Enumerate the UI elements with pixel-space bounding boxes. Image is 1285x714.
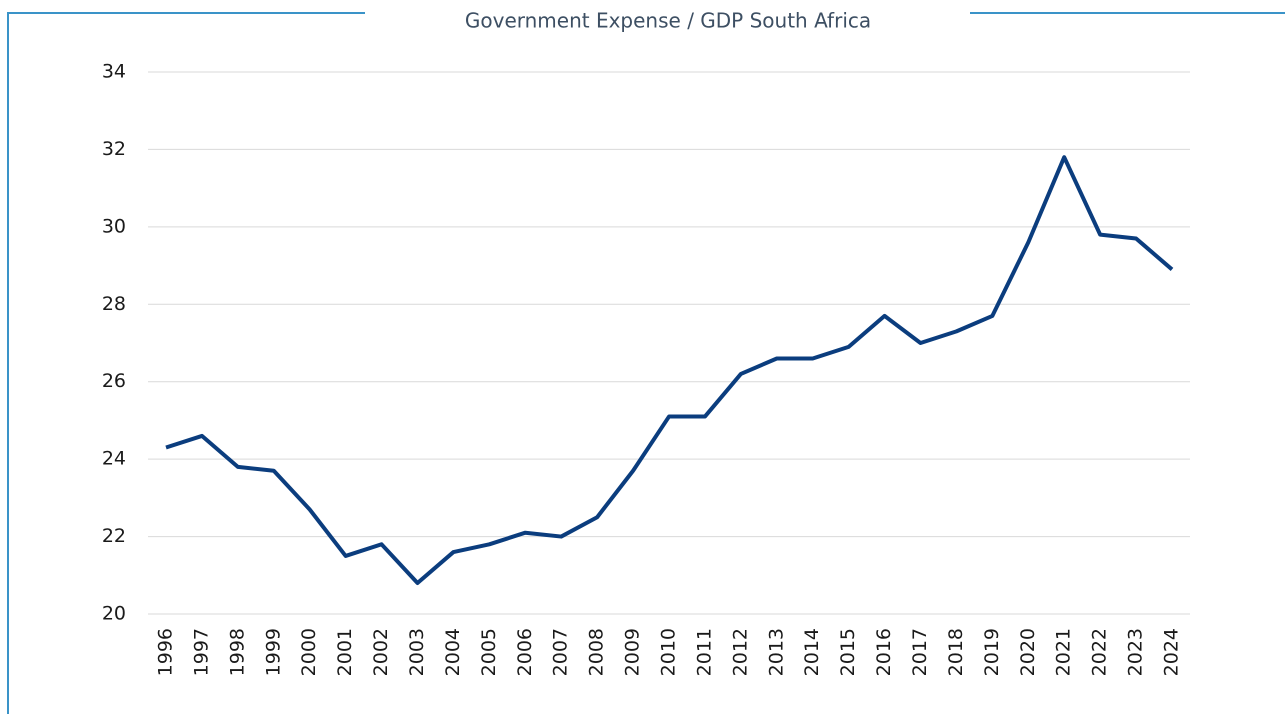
x-tick-label: 1999 <box>262 628 284 676</box>
x-tick-label: 2004 <box>442 628 464 676</box>
x-tick-label: 2021 <box>1053 628 1075 676</box>
x-tick-label: 2016 <box>873 628 895 676</box>
data-line <box>165 155 1174 586</box>
x-tick-label: 2017 <box>909 628 931 676</box>
x-tick-label: 2014 <box>801 628 823 676</box>
x-tick-label: 2011 <box>693 628 715 676</box>
y-tick-label: 32 <box>102 138 126 160</box>
x-tick-label: 2005 <box>478 628 500 676</box>
x-tick-label: 2013 <box>765 628 787 676</box>
y-tick-label: 28 <box>102 293 126 315</box>
x-tick-label: 2009 <box>622 628 644 676</box>
x-tick-label: 2002 <box>370 628 392 676</box>
y-tick-label: 26 <box>102 370 126 392</box>
y-tick-label: 34 <box>102 61 126 83</box>
x-tick-label: 2024 <box>1161 628 1183 676</box>
x-tick-label: 2010 <box>658 628 680 676</box>
x-tick-label: 2020 <box>1017 628 1039 676</box>
frame <box>7 12 365 714</box>
y-tick-label: 30 <box>102 215 126 237</box>
chart-title: Government Expense / GDP South Africa <box>465 9 871 33</box>
x-tick-label: 2012 <box>729 628 751 676</box>
x-tick-label: 2003 <box>406 628 428 676</box>
y-tick-label: 20 <box>102 603 126 625</box>
y-tick-label: 24 <box>102 448 126 470</box>
x-tick-label: 2023 <box>1125 628 1147 676</box>
x-tick-label: 2022 <box>1089 628 1111 676</box>
x-tick-label: 1997 <box>190 628 212 676</box>
x-tick-label: 2006 <box>514 628 536 676</box>
x-tick-label: 2019 <box>981 628 1003 676</box>
x-tick-label: 1996 <box>155 628 177 676</box>
x-tick-label: 1998 <box>226 628 248 676</box>
x-tick-label: 2008 <box>586 628 608 676</box>
x-tick-label: 2001 <box>334 628 356 676</box>
x-tick-label: 2018 <box>945 628 967 676</box>
x-tick-label: 2007 <box>550 628 572 676</box>
x-tick-label: 2000 <box>298 628 320 676</box>
x-tick-label: 2015 <box>837 628 859 676</box>
y-tick-label: 22 <box>102 525 126 547</box>
